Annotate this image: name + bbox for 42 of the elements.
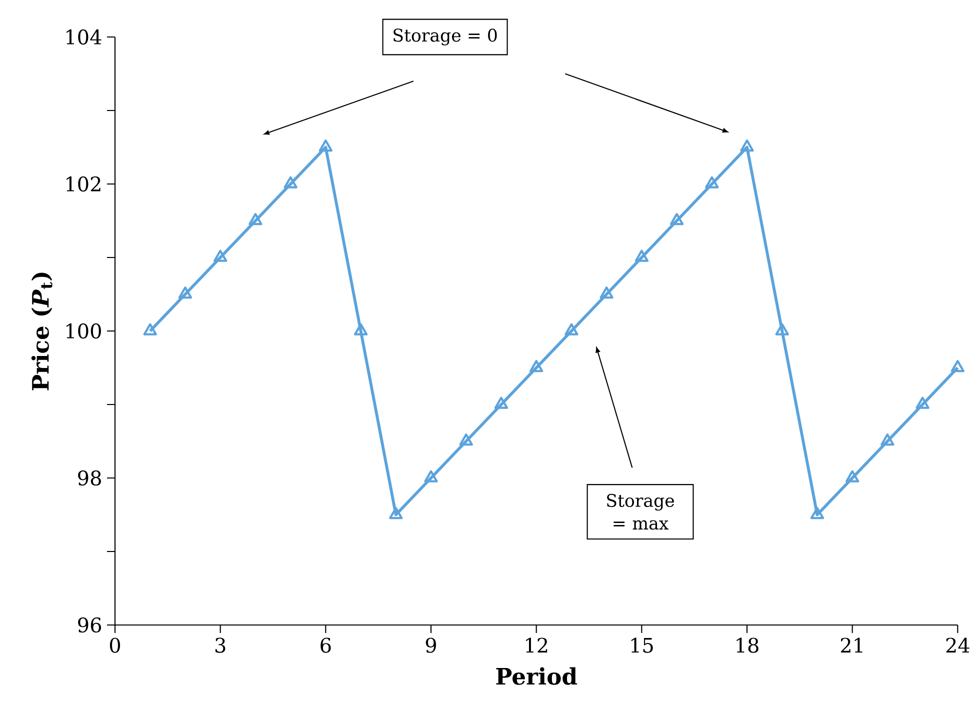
x-tick-label: 18	[736, 638, 758, 653]
x-tick-label: 9	[426, 638, 436, 653]
point	[670, 213, 684, 226]
x-tick-label: 3	[216, 638, 226, 653]
point	[494, 396, 508, 409]
y-tick-label: 96	[78, 617, 102, 633]
annotation: Storage = 0	[394, 28, 497, 46]
point	[284, 176, 298, 188]
point	[740, 140, 754, 152]
x-tick-label: 24	[946, 638, 970, 653]
y-axis-title: Price (P$_{t}$)	[31, 272, 52, 390]
y-tick-label: 100	[66, 323, 101, 339]
point	[424, 470, 438, 482]
y-tick-label: 104	[66, 29, 102, 45]
point	[178, 286, 192, 299]
y-tick-label: 98	[78, 470, 101, 486]
x-tick-label: 6	[320, 638, 331, 653]
point	[529, 360, 544, 372]
point	[354, 323, 368, 336]
point	[775, 323, 789, 336]
point	[213, 250, 228, 262]
point	[845, 470, 860, 482]
point	[143, 323, 157, 336]
point	[810, 507, 824, 520]
point	[318, 140, 333, 152]
x-tick-label: 21	[840, 638, 862, 653]
point	[880, 434, 894, 446]
point	[459, 434, 473, 446]
point	[634, 250, 649, 262]
y-tick-label: 102	[66, 176, 100, 192]
x-tick-label: 15	[631, 638, 653, 653]
point	[248, 213, 262, 226]
point	[564, 323, 578, 336]
annotation: Storage = max	[607, 494, 674, 530]
point	[600, 286, 614, 299]
point	[950, 360, 965, 372]
point	[705, 176, 719, 188]
point	[389, 507, 403, 520]
x-tick-label: 12	[526, 638, 548, 653]
x-axis-title: Period	[496, 667, 578, 685]
x-tick-label: 0	[110, 638, 120, 653]
point	[916, 396, 930, 409]
